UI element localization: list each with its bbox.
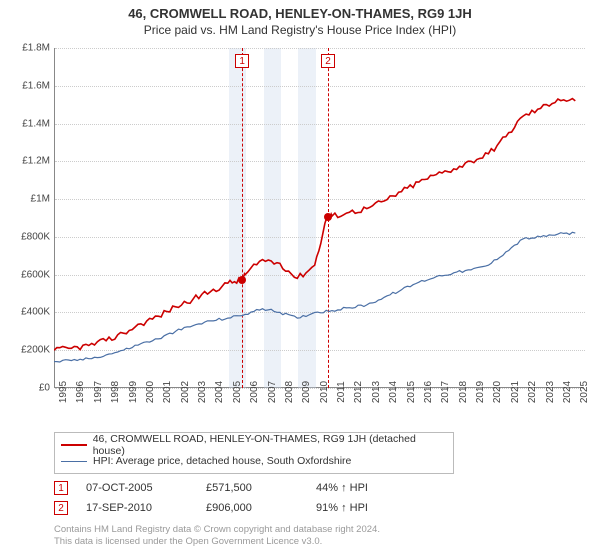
chart-svg xyxy=(54,48,584,388)
y-axis-label: £1.6M xyxy=(22,80,50,91)
legend-swatch xyxy=(61,461,87,462)
y-axis-label: £1M xyxy=(31,194,50,205)
footer-line2: This data is licensed under the Open Gov… xyxy=(54,536,380,548)
event-date: 17-SEP-2010 xyxy=(86,502,206,514)
event-num-box: 2 xyxy=(54,501,68,515)
y-axis-label: £600K xyxy=(21,269,50,280)
event-price: £906,000 xyxy=(206,502,316,514)
y-axis-label: £400K xyxy=(21,307,50,318)
y-axis-label: £200K xyxy=(21,345,50,356)
chart-subtitle: Price paid vs. HM Land Registry's House … xyxy=(0,21,600,41)
footer-attribution: Contains HM Land Registry data © Crown c… xyxy=(54,524,380,549)
series-line-hpi xyxy=(54,232,575,362)
legend-swatch xyxy=(61,444,87,446)
events-table: 1 07-OCT-2005£571,50044% ↑ HPI 2 17-SEP-201… xyxy=(54,478,368,518)
event-date: 07-OCT-2005 xyxy=(86,482,206,494)
y-axis-label: £1.8M xyxy=(22,43,50,54)
footer-line1: Contains HM Land Registry data © Crown c… xyxy=(54,524,380,536)
event-row: 1 07-OCT-2005£571,50044% ↑ HPI xyxy=(54,478,368,498)
event-price: £571,500 xyxy=(206,482,316,494)
legend-label: HPI: Average price, detached house, Sout… xyxy=(93,455,351,467)
y-axis-label: £0 xyxy=(39,383,50,394)
legend-label: 46, CROMWELL ROAD, HENLEY-ON-THAMES, RG9… xyxy=(93,433,447,457)
event-row: 2 17-SEP-2010£906,00091% ↑ HPI xyxy=(54,498,368,518)
event-delta: 44% ↑ HPI xyxy=(316,482,368,494)
chart-container: 46, CROMWELL ROAD, HENLEY-ON-THAMES, RG9… xyxy=(0,0,600,560)
legend: 46, CROMWELL ROAD, HENLEY-ON-THAMES, RG9… xyxy=(54,432,454,474)
legend-item: 46, CROMWELL ROAD, HENLEY-ON-THAMES, RG9… xyxy=(61,437,447,453)
event-delta: 91% ↑ HPI xyxy=(316,502,368,514)
event-num-box: 1 xyxy=(54,481,68,495)
chart-title: 46, CROMWELL ROAD, HENLEY-ON-THAMES, RG9… xyxy=(0,0,600,21)
y-axis-label: £800K xyxy=(21,231,50,242)
chart-area: £0£200K£400K£600K£800K£1M£1.2M£1.4M£1.6M… xyxy=(54,48,584,388)
y-axis-label: £1.4M xyxy=(22,118,50,129)
y-axis-label: £1.2M xyxy=(22,156,50,167)
